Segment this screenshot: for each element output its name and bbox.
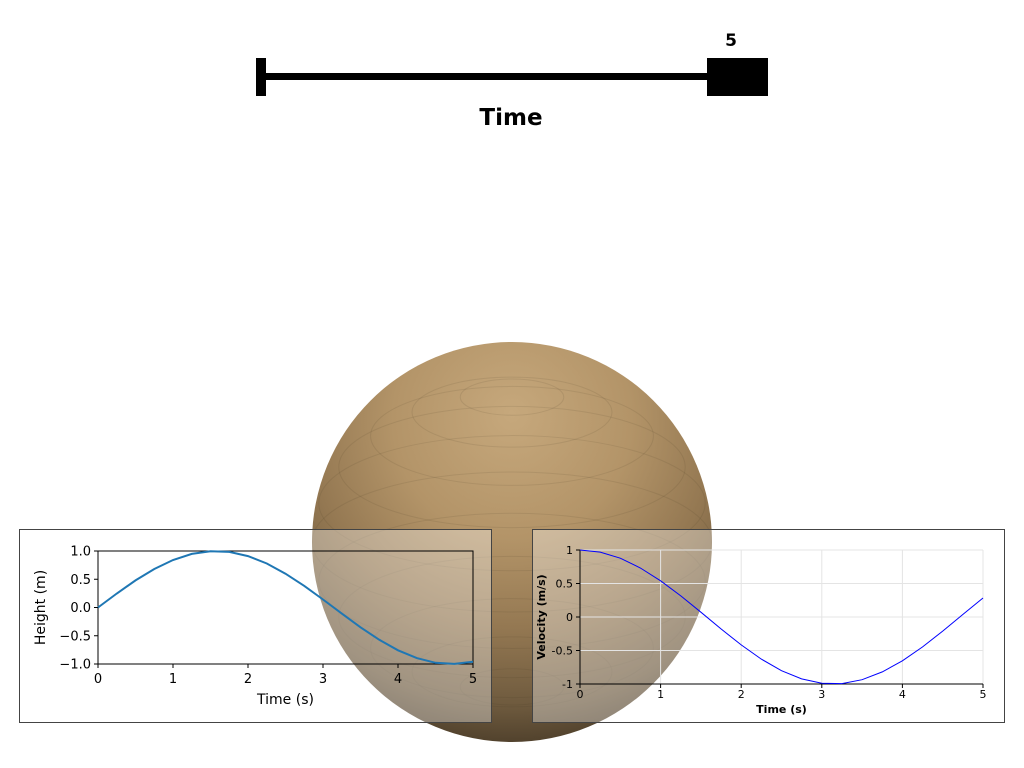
y-tick-label: 0.5: [70, 573, 91, 588]
y-tick-label: 0.5: [556, 577, 574, 590]
x-tick-label: 4: [899, 688, 906, 701]
sphere-facet-ring: [318, 512, 706, 649]
sphere-facet-ring: [312, 471, 712, 613]
x-axis-label: Time (s): [256, 692, 314, 708]
sphere: [312, 342, 712, 742]
sphere-facet-ring: [459, 668, 565, 706]
sphere-facet-ring: [370, 385, 654, 486]
x-tick-label: 0: [577, 688, 584, 701]
velocity-chart: 0 1 2 3 4 5 1 0.5 0 -0.5 -1 Time (s) Velocity (m/s): [532, 529, 1005, 723]
x-tick-label: 5: [980, 688, 987, 701]
y-tick-label: 0: [566, 611, 573, 624]
y-tick-label: −1.0: [59, 658, 91, 673]
x-tick-label: 2: [738, 688, 745, 701]
slider-start-cap: [256, 58, 266, 96]
y-tick-label: 1: [566, 544, 573, 557]
x-axis-label: Time (s): [756, 703, 807, 716]
sphere-facet-ring: [370, 598, 654, 699]
sphere-facet-ring: [318, 435, 706, 572]
height-chart: 0 1 2 3 4 5 1.0 0.5 0.0 −0.5 −1.0 Time (s) Height (m…: [19, 529, 492, 723]
x-tick-label: 3: [818, 688, 825, 701]
y-tick-label: 1.0: [70, 545, 91, 560]
x-tick-label: 0: [94, 672, 102, 687]
x-tick-label: 2: [244, 672, 252, 687]
sphere-facet-ring: [338, 405, 686, 529]
x-tick-label: 1: [169, 672, 177, 687]
x-tick-label: 3: [319, 672, 327, 687]
slider-value-label: 5: [725, 31, 737, 51]
slider-handle[interactable]: [707, 58, 768, 96]
y-axis-label: Velocity (m/s): [535, 574, 548, 659]
sphere-facet-ring: [411, 376, 613, 448]
sphere-facets: [312, 376, 712, 708]
series-line: [579, 549, 984, 685]
y-axis-label: Height (m): [33, 570, 49, 645]
y-tick-label: 0.0: [70, 601, 91, 616]
series-line: [97, 550, 474, 665]
slider-title: Time: [479, 105, 542, 131]
y-tick-label: -1: [562, 678, 573, 691]
y-tick-label: −0.5: [59, 629, 91, 644]
sphere-facet-ring: [459, 378, 565, 416]
slider-track[interactable]: [262, 73, 712, 80]
sphere-facet-ring: [411, 636, 613, 708]
x-tick-label: 1: [657, 688, 664, 701]
time-slider[interactable]: 5 Time: [0, 0, 1024, 140]
x-tick-label: 4: [394, 672, 402, 687]
y-tick-label: -0.5: [552, 644, 573, 657]
x-tick-label: 5: [469, 672, 477, 687]
